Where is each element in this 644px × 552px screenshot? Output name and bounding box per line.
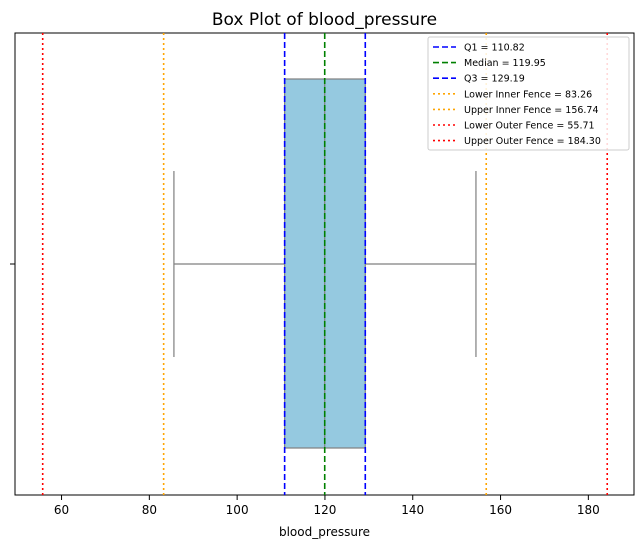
legend-label-0: Q1 = 110.82 — [464, 43, 525, 54]
x-axis-label: blood_pressure — [279, 525, 370, 539]
legend-label-6: Upper Outer Fence = 184.30 — [464, 136, 601, 147]
legend-label-3: Lower Inner Fence = 83.26 — [464, 89, 592, 100]
x-tick-label-2: 100 — [226, 503, 249, 517]
x-tick-label-0: 60 — [54, 503, 69, 517]
x-tick-label-3: 120 — [313, 503, 336, 517]
x-tick-label-4: 140 — [401, 503, 424, 517]
legend-label-1: Median = 119.95 — [464, 58, 546, 69]
legend: Q1 = 110.82 Median = 119.95 Q3 = 129.19 Low… — [427, 36, 630, 151]
x-tick-label-5: 160 — [489, 503, 512, 517]
legend-label-2: Q3 = 129.19 — [464, 74, 525, 85]
x-tick-label-1: 80 — [142, 503, 157, 517]
legend-label-5: Lower Outer Fence = 55.71 — [464, 121, 595, 132]
legend-label-4: Upper Inner Fence = 156.74 — [464, 105, 599, 116]
chart-title: Box Plot of blood_pressure — [212, 10, 437, 30]
x-axis: 60 80 100 120 140 160 180 — [54, 495, 600, 517]
x-tick-label-6: 180 — [577, 503, 600, 517]
legend-frame — [427, 36, 630, 151]
